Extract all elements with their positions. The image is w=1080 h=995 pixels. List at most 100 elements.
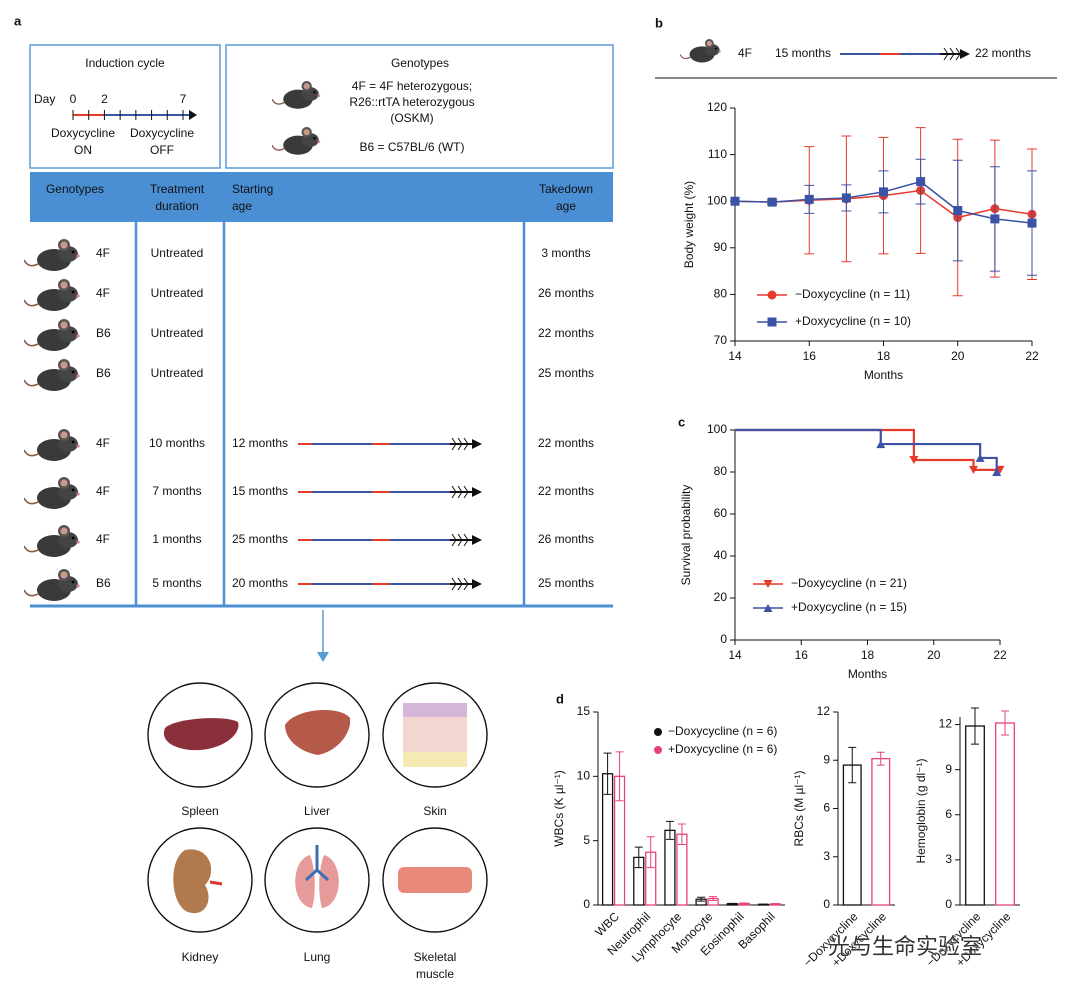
y-tick-label: 10 (577, 769, 591, 783)
header-from: 15 months (775, 46, 831, 60)
x-tick-label: 14 (728, 648, 742, 662)
mouse-icon (272, 80, 321, 110)
y-tick-label: 3 (823, 849, 830, 863)
bar (995, 722, 1015, 906)
marker (990, 214, 1000, 224)
day-arrow (189, 110, 197, 120)
organ-label: muscle (416, 967, 454, 981)
timeline-break (451, 577, 469, 591)
y-tick-label: 9 (823, 752, 830, 766)
dox-on: ON (74, 143, 92, 157)
organ-label: Lung (304, 950, 331, 964)
organ-label: Spleen (181, 804, 218, 818)
treatment: 1 months (152, 532, 201, 546)
error-bar (728, 902, 737, 905)
mouse-icon (24, 318, 81, 352)
y-tick-label: 100 (707, 422, 727, 436)
y-tick-label: 40 (714, 548, 728, 562)
y-axis-label: Hemoglobin (g dl⁻¹) (914, 758, 928, 863)
y-tick-label: 100 (707, 193, 727, 207)
mouse-icon (24, 358, 81, 392)
bar (842, 764, 862, 906)
marker (763, 604, 773, 612)
legend-label: −Doxycycline (n = 6) (668, 724, 777, 738)
y-tick-label: 12 (939, 717, 953, 731)
mouse-icon (24, 524, 81, 558)
bar (965, 725, 985, 906)
y-tick-label: 0 (583, 897, 590, 911)
y-tick-label: 80 (714, 464, 728, 478)
organ-label: Skin (423, 804, 446, 818)
box-title: Genotypes (391, 56, 449, 70)
bar (871, 757, 891, 906)
marker (804, 194, 814, 204)
y-tick-label: 3 (945, 852, 952, 866)
legend-label: +Doxycycline (n = 15) (791, 600, 907, 614)
timeline-break (451, 437, 469, 451)
header-genotype: 4F (738, 46, 752, 60)
marker (841, 193, 851, 203)
table-header-band (30, 172, 613, 222)
y-tick-label: 90 (714, 240, 728, 254)
takedown: 26 months (538, 532, 594, 546)
mouse-icon (272, 126, 321, 156)
marker (916, 177, 926, 187)
mouse-icon (24, 428, 81, 462)
takedown: 22 months (538, 484, 594, 498)
timeline-arrow (472, 579, 482, 589)
y-axis-label: Survival probability (679, 485, 693, 586)
day-tick-label: 2 (101, 92, 108, 106)
legend-dot (654, 746, 662, 754)
genotype-def: R26::rtTA heterozygous (349, 95, 474, 109)
y-tick-label: 0 (823, 897, 830, 911)
marker (876, 440, 886, 449)
x-tick-label: 20 (927, 648, 941, 662)
panel-label: d (556, 691, 564, 706)
x-tick-label: 18 (861, 648, 875, 662)
x-tick-label: 22 (1025, 349, 1039, 363)
survival-curve (735, 428, 1000, 471)
takedown: 25 months (538, 366, 594, 380)
watermark: 光与生命实验室 (828, 934, 982, 959)
error-bar (740, 902, 749, 905)
mouse-icon (24, 476, 81, 510)
marker (767, 317, 777, 327)
start-age: 15 months (232, 484, 288, 498)
treatment: Untreated (151, 286, 204, 300)
organ-art (147, 682, 488, 933)
treatment: 7 months (152, 484, 201, 498)
error-bar (709, 896, 718, 901)
genotype: 4F (96, 484, 110, 498)
y-tick-label: 110 (708, 147, 727, 161)
takedown: 25 months (538, 576, 594, 590)
x-axis-label: Months (864, 368, 903, 382)
marker (1027, 218, 1037, 228)
marker (975, 453, 985, 462)
genotype: 4F (96, 286, 110, 300)
genotype-def: (OSKM) (390, 111, 433, 125)
dox-off: OFF (150, 143, 174, 157)
timeline-arrow (472, 535, 482, 545)
panel-label: a (14, 13, 22, 28)
error-bar (665, 820, 674, 840)
genotype-def: B6 = C57BL/6 (WT) (359, 140, 464, 154)
treatment: 10 months (149, 436, 205, 450)
error-bar (759, 903, 768, 906)
day-label: Day (34, 92, 55, 106)
error-bar (603, 752, 612, 795)
genotype: B6 (96, 326, 111, 340)
y-axis-label: Body weight (%) (682, 181, 696, 268)
x-tick-label: 14 (728, 349, 742, 363)
table-header: Treatment (150, 182, 205, 196)
error-bar (971, 707, 979, 745)
legend-label: +Doxycycline (n = 6) (668, 742, 777, 756)
genotype-box (225, 44, 614, 169)
x-tick-label: 20 (951, 349, 965, 363)
marker (879, 187, 888, 197)
y-tick-label: 20 (714, 590, 728, 604)
dox-on: Doxycycline (51, 126, 115, 140)
error-bar (634, 846, 643, 869)
marker (767, 290, 777, 300)
mouse-icon (24, 568, 81, 602)
